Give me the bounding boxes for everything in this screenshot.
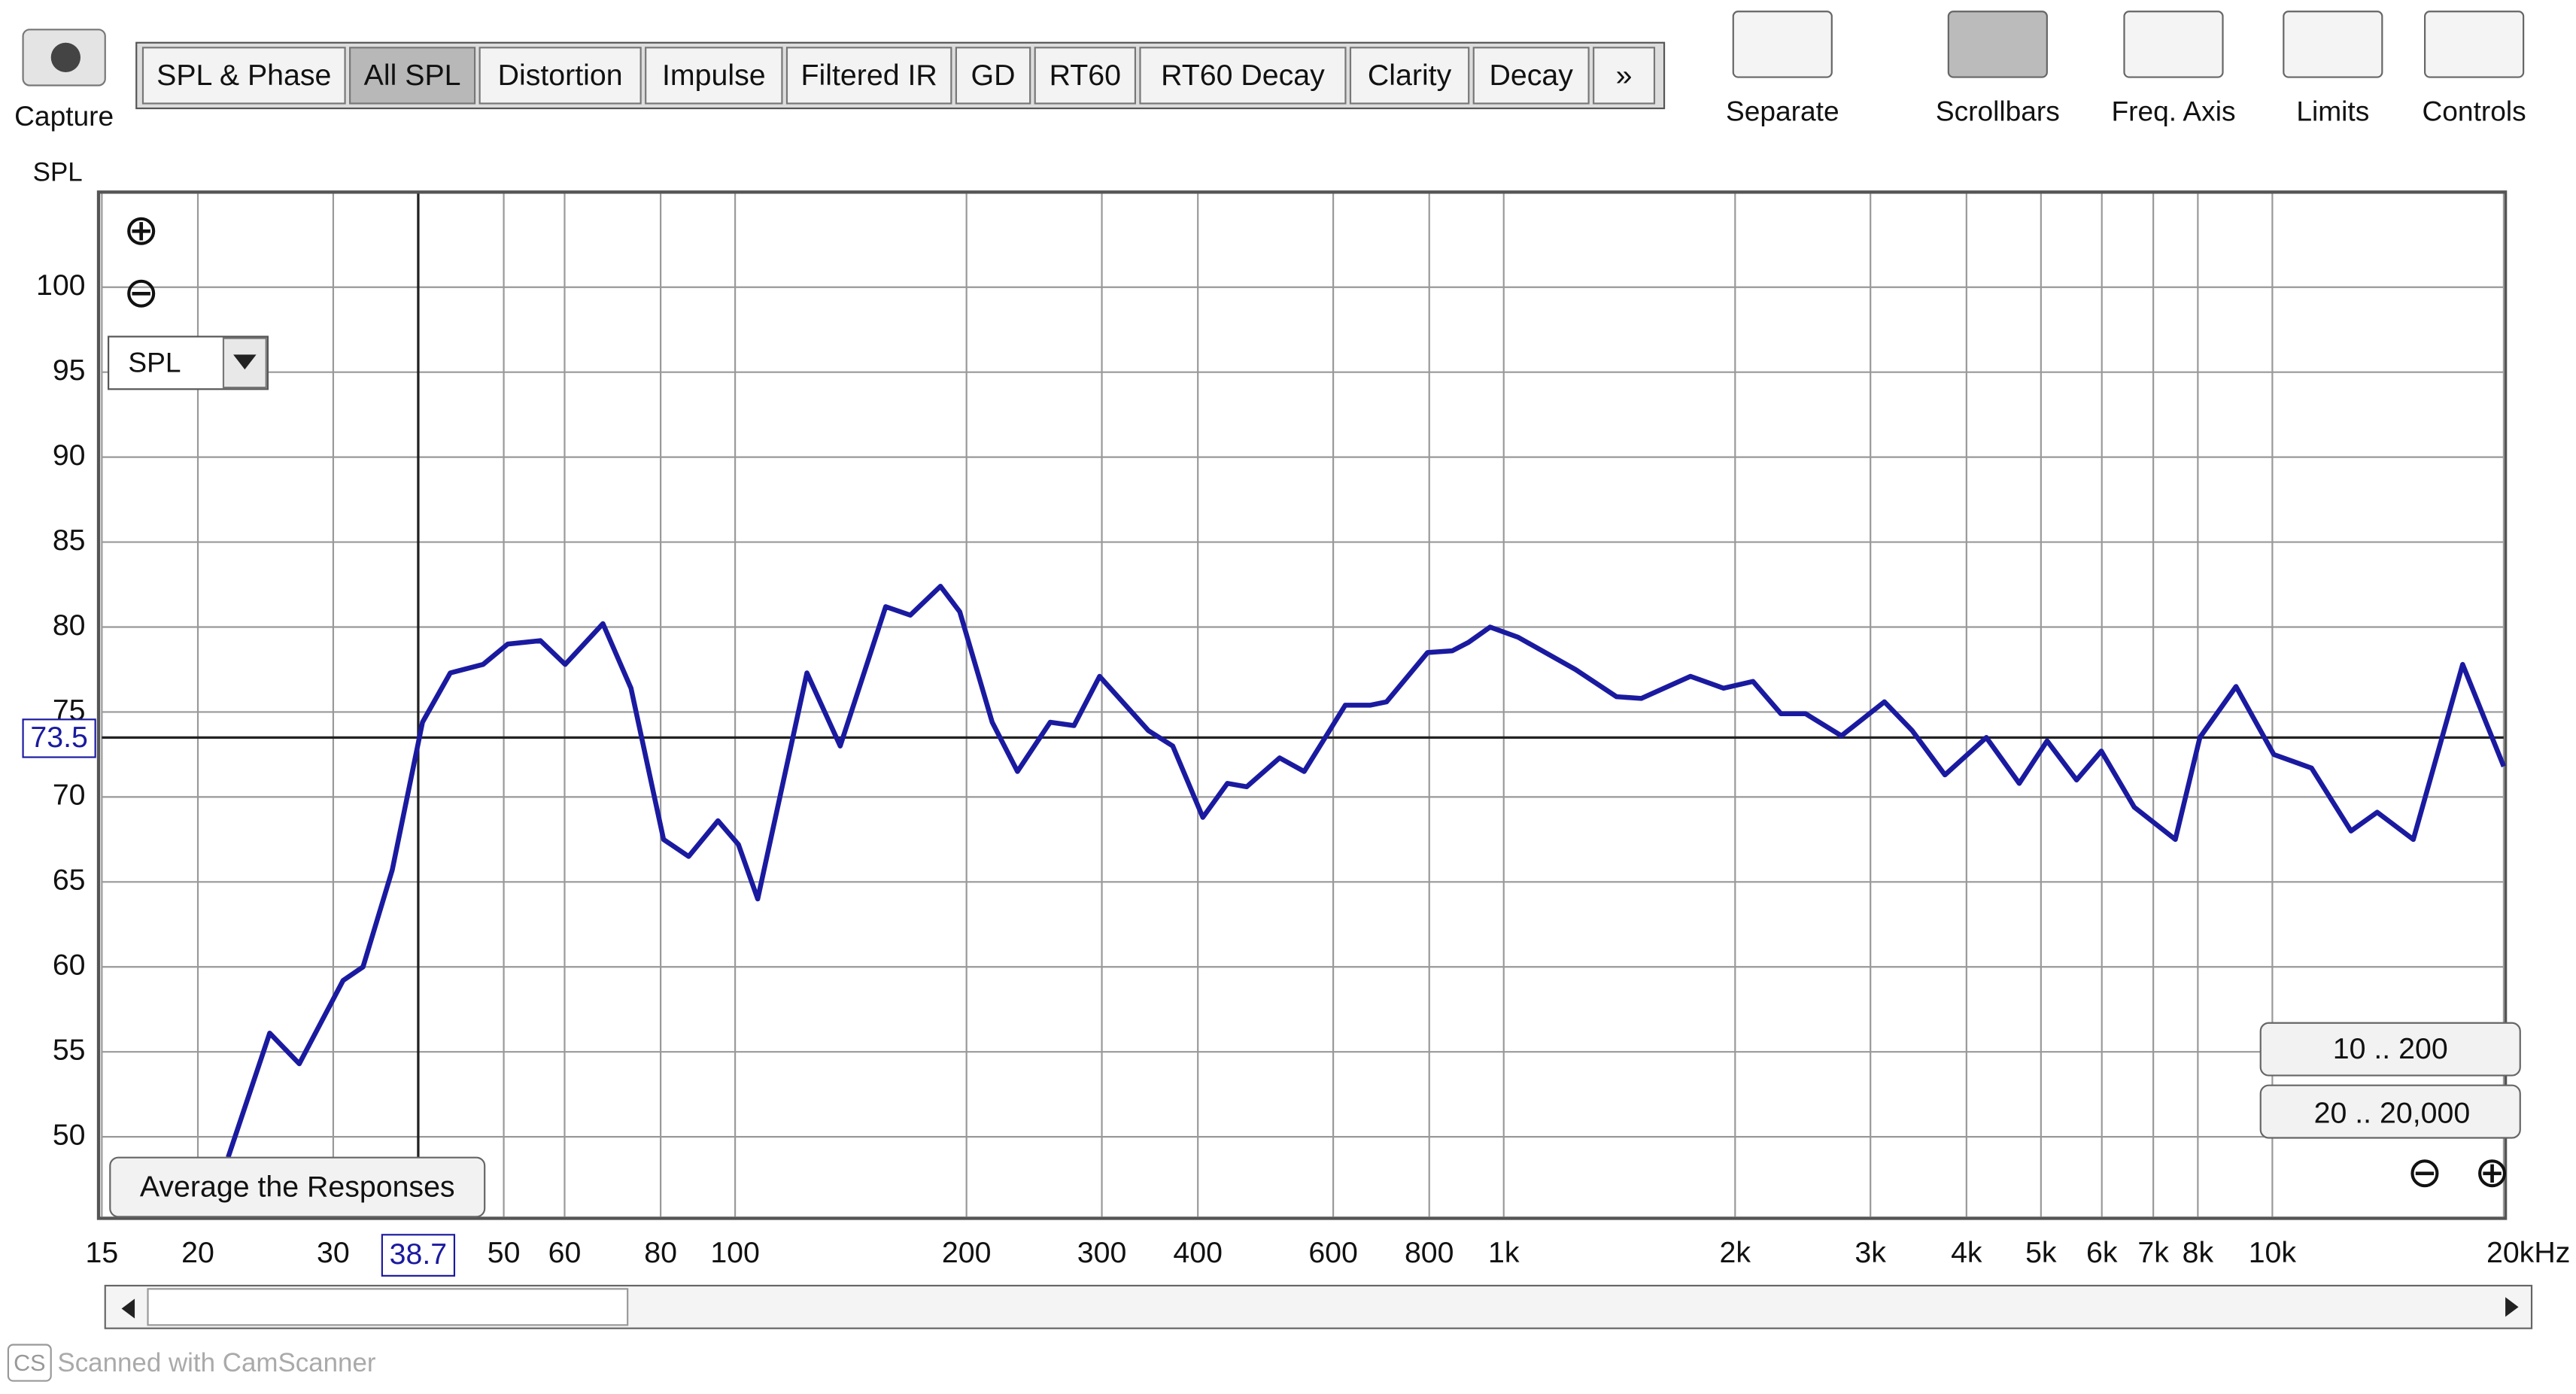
tool-icon[interactable]	[2123, 11, 2224, 78]
zoom-out-icon[interactable]: ⊖	[2407, 1150, 2443, 1197]
x-tick-label: 2k	[1720, 1236, 1751, 1269]
x-tick-label: 800	[1405, 1236, 1454, 1269]
footer-text: Scanned with CamScanner	[57, 1348, 375, 1377]
scroll-right[interactable]	[2505, 1297, 2519, 1317]
x-tick-label: 3k	[1855, 1236, 1886, 1269]
x-tick-label: 15	[86, 1236, 119, 1269]
x-tick-label: 4k	[1951, 1236, 1982, 1269]
tool-icon[interactable]	[1947, 11, 2048, 78]
tab-label[interactable]: Clarity	[1368, 59, 1452, 92]
tab[interactable]	[1593, 47, 1656, 105]
y-tick-label: 65	[53, 864, 86, 897]
tab-label[interactable]: Distortion	[498, 59, 623, 92]
average-button-label[interactable]: Average the Responses	[140, 1171, 455, 1204]
tool-icon[interactable]	[2424, 11, 2525, 78]
range-button[interactable]	[2259, 1084, 2521, 1139]
tab[interactable]	[1139, 47, 1347, 105]
tab[interactable]	[1349, 47, 1470, 105]
zoom-in-icon[interactable]: ⊕	[123, 207, 159, 254]
range-button[interactable]	[2259, 1022, 2521, 1077]
spl-line	[226, 584, 2506, 1159]
tab[interactable]	[1034, 47, 1137, 105]
tab-label[interactable]: SPL & Phase	[156, 59, 331, 92]
x-tick-label: 6k	[2086, 1236, 2118, 1269]
tool-label[interactable]: Freq. Axis	[2111, 95, 2235, 126]
zoom-in-icon[interactable]: ⊕	[2474, 1150, 2511, 1197]
y-tick-label: 100	[36, 269, 86, 302]
y-tick-label: 70	[53, 779, 86, 812]
y-tick-label: 50	[53, 1119, 86, 1152]
tab[interactable]	[645, 47, 783, 105]
tab-label[interactable]: Filtered IR	[801, 59, 937, 92]
x-tick-label: 600	[1308, 1236, 1358, 1269]
tab-label[interactable]: RT60 Decay	[1161, 59, 1325, 92]
x-tick-label: 300	[1077, 1236, 1127, 1269]
tool-label[interactable]: Separate	[1726, 95, 1839, 126]
x-tick-label: 1k	[1488, 1236, 1520, 1269]
cursor-y-label: 73.5	[30, 721, 87, 754]
capture-label[interactable]: Capture	[14, 100, 114, 132]
x-tick-label: 50	[488, 1236, 521, 1269]
plot-area	[96, 190, 2508, 1220]
x-tick-label: 7k	[2137, 1236, 2169, 1269]
x-tick-label: 8k	[2183, 1236, 2214, 1269]
cursor-x-label: 38.7	[390, 1238, 447, 1271]
footer-logo-box	[7, 1344, 52, 1382]
tool-label[interactable]: Scrollbars	[1936, 95, 2060, 126]
x-tick-label: 80	[644, 1236, 677, 1269]
range-button-label[interactable]: 10 .. 200	[2333, 1032, 2448, 1065]
y-tick-label: 95	[53, 354, 86, 387]
tab[interactable]	[478, 47, 642, 105]
x-tick-label: 20kHz	[2486, 1236, 2570, 1269]
footer-logo: CS	[14, 1350, 45, 1376]
x-tick-label: 30	[317, 1236, 350, 1269]
zoom-out-icon[interactable]: ⊖	[123, 269, 159, 317]
tab[interactable]	[955, 47, 1031, 105]
tool-icon[interactable]	[1732, 11, 1833, 78]
x-tick-label: 20	[181, 1236, 214, 1269]
tab-label[interactable]: All SPL	[364, 59, 461, 92]
tab[interactable]	[349, 47, 476, 105]
y-tick-label: 90	[53, 439, 86, 472]
x-tick-label: 100	[710, 1236, 760, 1269]
x-tick-label: 5k	[2025, 1236, 2057, 1269]
x-tick-label: 400	[1173, 1236, 1223, 1269]
y-tick-label: 85	[53, 524, 86, 557]
capture-lens	[50, 42, 80, 73]
plot	[101, 193, 2506, 1217]
tool-icon[interactable]	[2283, 11, 2383, 78]
tab-label[interactable]: Impulse	[662, 59, 766, 92]
tab-label[interactable]: »	[1616, 59, 1633, 92]
tab-label[interactable]: Decay	[1489, 59, 1573, 92]
average-button[interactable]	[109, 1156, 486, 1218]
range-button-label[interactable]: 20 .. 20,000	[2314, 1096, 2471, 1129]
y-axis-label: SPL	[33, 158, 83, 187]
cursor-x-box	[381, 1234, 456, 1277]
dropdown-value[interactable]: SPL	[128, 346, 181, 378]
y-tick-label: 80	[53, 609, 86, 642]
x-tick-label: 60	[548, 1236, 582, 1269]
tab[interactable]	[141, 47, 346, 105]
tab-label[interactable]: RT60	[1050, 59, 1121, 92]
x-tick-label: 10k	[2249, 1236, 2297, 1269]
tab[interactable]	[1472, 47, 1590, 105]
tab-bar: SPL & Phase All SPL Distortion Impulse Filte…	[135, 41, 1666, 110]
tool-label[interactable]: Limits	[2296, 95, 2369, 126]
dropdown-arrow	[233, 354, 257, 370]
tab-label[interactable]: GD	[971, 59, 1016, 92]
tab[interactable]	[785, 47, 952, 105]
tool-label[interactable]: Controls	[2423, 95, 2526, 126]
x-tick-label: 200	[942, 1236, 992, 1269]
scrollbar-thumb[interactable]	[147, 1288, 629, 1326]
tool-bar: Separate Scrollbars Freq. Axis Limits Contro…	[1726, 11, 2526, 126]
scroll-left[interactable]	[121, 1298, 135, 1319]
y-tick-label: 60	[53, 949, 86, 982]
y-tick-label: 55	[53, 1034, 86, 1067]
cursor-y-box	[22, 718, 96, 758]
